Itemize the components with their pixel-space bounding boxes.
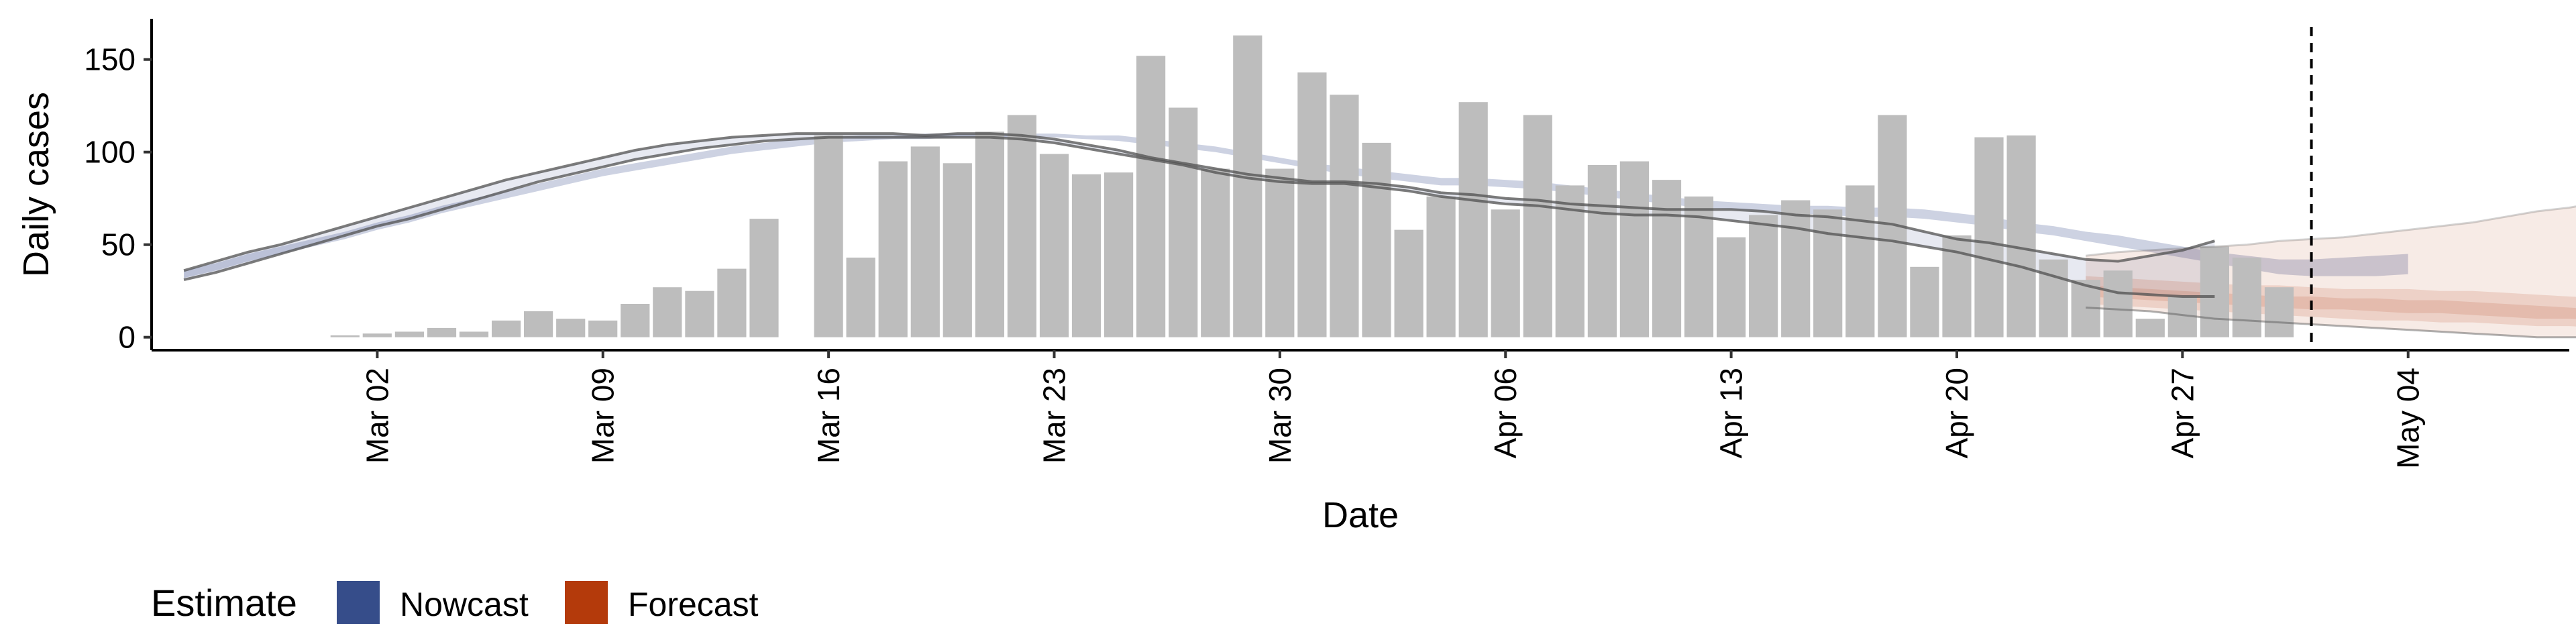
bar [1071,174,1102,337]
bar [975,131,1004,337]
bar [1362,142,1391,337]
bar [1974,137,2004,337]
bar [1781,200,1811,337]
x-tick-label: Apr 27 [2165,368,2200,459]
y-tick-label: 50 [101,227,136,262]
bar [1297,72,1327,337]
bar [427,327,457,337]
bar [2071,280,2100,337]
x-tick-label: Apr 20 [1939,368,1974,459]
bar [2264,287,2294,337]
bar [685,290,714,337]
x-tick-label: Mar 16 [811,368,846,464]
bars [330,35,2294,337]
bar [1587,165,1617,337]
bar [1652,180,1682,337]
y-tick-label: 100 [84,135,136,170]
bar [492,320,521,337]
forecast-upper-line [2086,205,2576,257]
bar [2103,270,2133,337]
legend-title: Estimate [151,582,297,624]
legend-key-forecast [565,581,608,624]
y-tick-label: 0 [118,320,136,355]
bar [1201,168,1230,337]
nowcast-upper-line [183,132,2215,272]
bar [1749,215,1778,337]
bar [1265,168,1295,337]
bar [2039,259,2068,337]
bar [459,331,489,337]
bar [1523,115,1552,337]
bar [1813,209,1843,337]
bar [717,268,747,337]
bar [2167,297,2197,337]
bar [556,319,586,337]
bar [330,335,360,337]
bar [1426,196,1456,337]
x-tick-label: Mar 23 [1037,368,1072,464]
bar [653,287,682,337]
bar [1330,95,1359,337]
x-axis-title: Date [1322,495,1399,535]
bar [524,311,553,337]
x-tick-label: Mar 09 [586,368,621,464]
bar [1233,35,1263,337]
bar [2135,319,2165,337]
bar [943,163,972,337]
bar [588,320,618,337]
axes: 0 50 100 150 Mar 02 Mar 09 Mar 16 Mar 23 Mar 30 A… [84,19,2569,469]
y-tick-label: 150 [84,42,136,77]
legend-label-forecast: Forecast [628,586,759,623]
bar [1169,107,1198,337]
x-tick-label: Mar 30 [1263,368,1297,464]
x-tick-label: Apr 06 [1488,368,1523,459]
legend-items: Nowcast Forecast [337,581,759,624]
bar [1136,56,1166,337]
bar [362,333,392,337]
bar [1684,196,1714,337]
bar [1039,154,1069,337]
bar [2232,258,2261,337]
bar [910,146,940,337]
bar [2006,135,2036,337]
forecast-lower-line [2086,307,2576,339]
legend: Estimate Nowcast Forecast [151,581,759,624]
bar [2200,246,2229,337]
band-outlines [183,132,2576,339]
bar [749,219,779,337]
bar [1910,266,1939,337]
bar [1458,102,1488,337]
y-axis-title: Daily cases [16,92,56,277]
bar [878,161,908,337]
legend-key-nowcast [337,581,380,624]
bar [846,258,875,337]
x-tick-label: May 04 [2391,368,2426,469]
bar [1717,237,1746,337]
bar [1007,115,1036,337]
legend-label-nowcast: Nowcast [400,586,529,623]
x-tick-label: Apr 13 [1714,368,1749,459]
bar [1104,172,1134,337]
bar [1619,161,1649,337]
nowcast-lower-line [183,136,2215,298]
x-tick-label: Mar 02 [360,368,394,464]
bar [814,135,843,337]
bar [1394,229,1424,337]
bar [394,331,424,337]
bar [1491,209,1520,337]
bar [1845,185,1875,337]
bar [621,304,650,337]
nowcast-inner-band [184,133,2408,278]
